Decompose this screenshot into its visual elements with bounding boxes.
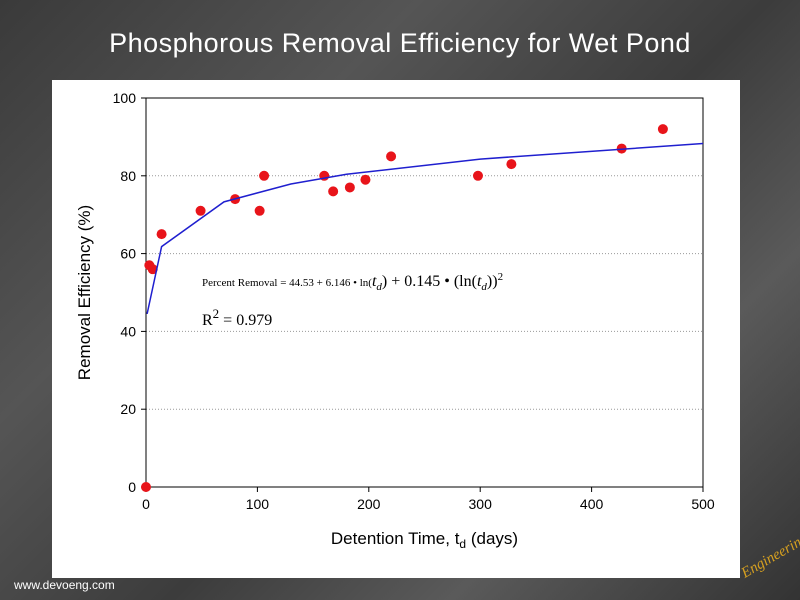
x-tick-label: 300 xyxy=(469,496,493,512)
x-label-part: d xyxy=(459,537,466,551)
data-point xyxy=(147,264,158,275)
equation-part: d xyxy=(376,281,382,293)
equation-part: t xyxy=(477,273,482,290)
x-tick-label: 500 xyxy=(691,496,715,512)
fit-line xyxy=(146,142,704,315)
footer: www.devoeng.com xyxy=(14,578,115,592)
x-tick-label: 400 xyxy=(580,496,604,512)
logo: Engineering xyxy=(738,530,800,582)
data-point xyxy=(156,229,167,240)
y-tick-label: 100 xyxy=(113,90,137,106)
plot-frame xyxy=(145,97,704,488)
equation-part: )) xyxy=(487,273,498,290)
y-tick-label: 80 xyxy=(120,168,136,184)
x-label-part: (days) xyxy=(466,529,518,548)
data-point xyxy=(195,205,206,216)
x-axis-label: Detention Time, td (days) xyxy=(331,529,518,551)
equation-part: ) + 0.145 • (ln( xyxy=(382,273,477,290)
data-point xyxy=(506,159,517,170)
y-tick-label: 0 xyxy=(128,479,136,495)
equation-part: d xyxy=(481,281,487,293)
data-point xyxy=(141,482,151,492)
data-point xyxy=(254,205,265,216)
r-squared: R2 = 0.979 xyxy=(202,306,272,329)
data-point xyxy=(360,174,371,185)
equation: Percent Removal = 44.53 + 6.146 • ln(td)… xyxy=(202,271,503,293)
data-point xyxy=(259,170,270,181)
x-tick-label: 0 xyxy=(142,496,150,512)
data-point xyxy=(472,170,483,181)
equation-part: t xyxy=(372,273,377,290)
chart: 0 20 40 60 80 100 0 100 200 300 400 500 Detention Ti… xyxy=(52,80,740,578)
x-label-part: Detention Time, t xyxy=(331,529,460,548)
r-squared-part: = 0.979 xyxy=(219,312,272,329)
y-axis-label: Removal Efficiency (%) xyxy=(75,205,94,380)
r-squared-part: R xyxy=(202,312,213,329)
data-point xyxy=(328,186,339,197)
x-tick-label: 100 xyxy=(246,496,270,512)
data-point xyxy=(386,151,397,162)
y-tick-label: 40 xyxy=(120,323,136,339)
equation-part: Percent Removal = 44.53 + 6.146 • ln( xyxy=(202,277,372,289)
data-point xyxy=(657,124,668,135)
x-tick-label: 200 xyxy=(357,496,381,512)
slide-title: Phosphorous Removal Efficiency for Wet P… xyxy=(109,28,691,58)
y-tick-label: 20 xyxy=(120,401,136,417)
y-tick-label: 60 xyxy=(120,246,136,262)
data-point xyxy=(344,182,355,193)
equation-part: 2 xyxy=(498,271,504,283)
r-squared-part: 2 xyxy=(213,306,220,321)
